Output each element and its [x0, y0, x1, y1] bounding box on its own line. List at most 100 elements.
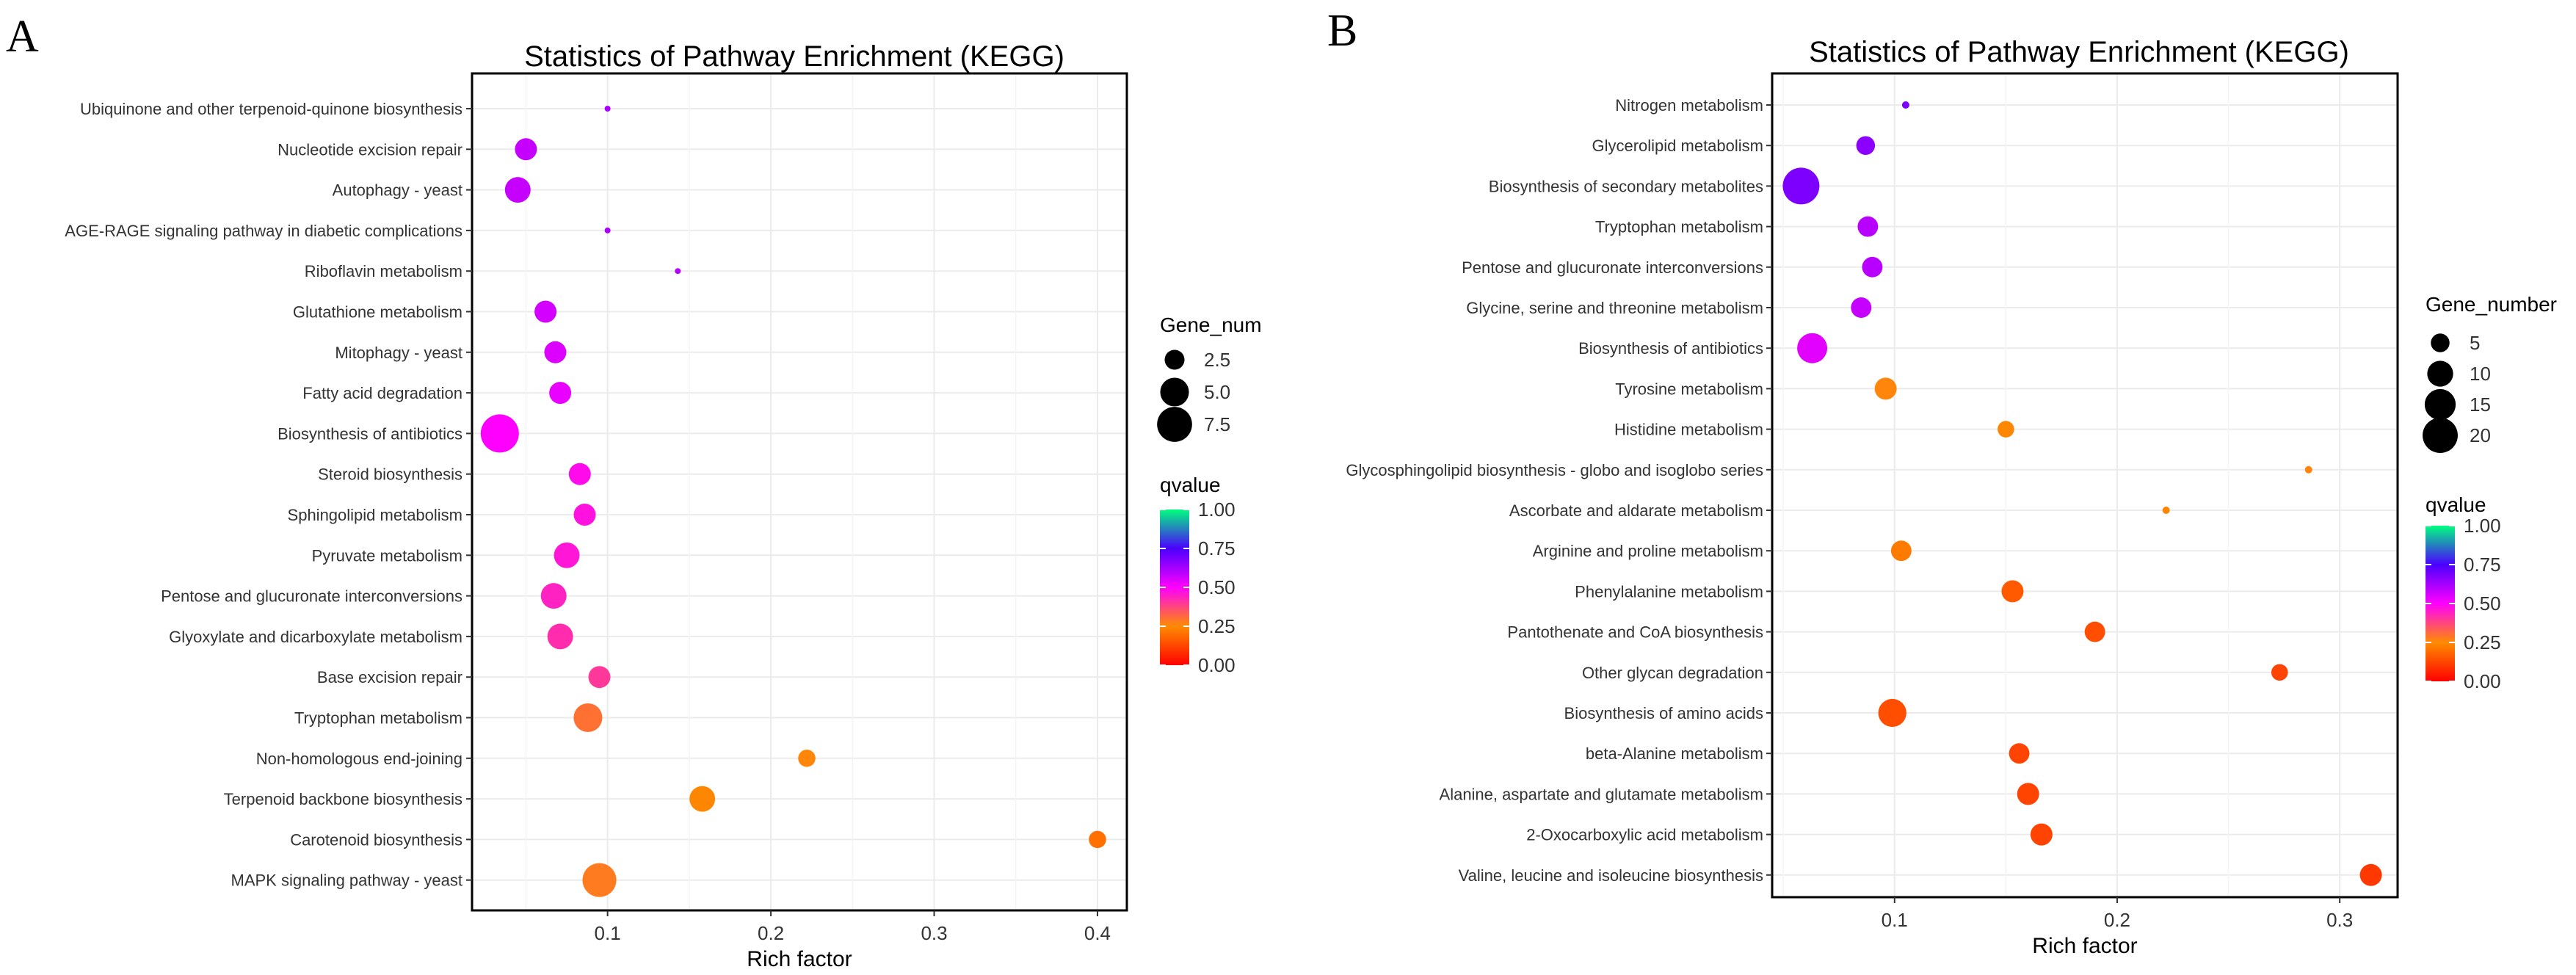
x-axis-label: Rich factor	[2032, 934, 2137, 958]
data-point	[2084, 621, 2105, 642]
y-tick-label: Non-homologous end-joining	[256, 750, 462, 768]
y-tick-label: Glycine, serine and threonine metabolism	[1466, 299, 1763, 317]
y-tick-label: Glycerolipid metabolism	[1592, 137, 1763, 155]
color-legend-label: 0.75	[2464, 554, 2501, 576]
y-tick-label: Ascorbate and aldarate metabolism	[1509, 501, 1763, 520]
data-point	[582, 863, 617, 897]
y-tick-label: Arginine and proline metabolism	[1533, 542, 1763, 560]
data-point	[1782, 167, 1820, 205]
color-legend-title: qvalue	[2426, 493, 2486, 516]
size-legend-label: 15	[2470, 394, 2491, 416]
size-legend-dot	[1164, 349, 1185, 370]
y-tick-label: Pentose and glucuronate interconversions	[161, 587, 462, 606]
data-point	[1089, 830, 1106, 849]
x-tick-label: 0.1	[595, 922, 621, 944]
data-point	[547, 623, 573, 650]
size-legend-dot	[1157, 407, 1192, 442]
y-tick-label: Tryptophan metabolism	[294, 709, 462, 728]
color-legend-label: 0.25	[2464, 631, 2501, 653]
size-legend-dot	[2431, 333, 2450, 352]
data-point	[2162, 507, 2170, 514]
data-point	[604, 227, 611, 233]
data-point	[1851, 297, 1872, 318]
size-legend-label: 5.0	[1204, 381, 1230, 403]
y-tick-label: Ubiquinone and other terpenoid-quinone b…	[80, 100, 462, 118]
data-point	[689, 786, 716, 812]
y-tick-label: Autophagy - yeast	[333, 181, 462, 200]
data-point	[1862, 256, 1883, 278]
x-axis-label: Rich factor	[747, 947, 852, 971]
panel-letter: A	[6, 12, 39, 62]
data-point	[2304, 465, 2312, 474]
color-legend-label: 1.00	[2464, 515, 2501, 537]
data-point	[573, 703, 603, 733]
y-tick-label: 2-Oxocarboxylic acid metabolism	[1526, 826, 1763, 844]
data-point	[1890, 540, 1912, 562]
data-point	[1874, 377, 1897, 400]
y-tick-label: Glycosphingolipid biosynthesis - globo a…	[1346, 461, 1763, 479]
data-point	[2001, 580, 2024, 603]
y-tick-label: Riboflavin metabolism	[305, 262, 462, 280]
chart-panel-a: A Statistics of Pathway Enrichment (KEGG)…	[6, 12, 1262, 971]
chart-title: Statistics of Pathway Enrichment (KEGG)	[524, 40, 1064, 73]
data-point	[2359, 863, 2382, 886]
size-legend-dot	[1160, 377, 1189, 407]
size-legend-dot	[2423, 418, 2458, 453]
x-tick-label: 0.1	[1882, 909, 1908, 931]
y-tick-label: Biosynthesis of antibiotics	[277, 424, 462, 443]
data-point	[515, 138, 537, 161]
y-tick-label: beta-Alanine metabolism	[1586, 744, 1763, 763]
size-legend-dot	[2424, 388, 2456, 421]
size-legend-label: 20	[2470, 424, 2491, 446]
y-tick-label: Alanine, aspartate and glutamate metabol…	[1440, 785, 1763, 803]
y-tick-label: Biosynthesis of antibiotics	[1578, 339, 1763, 358]
panel-letter: B	[1327, 6, 1357, 56]
plot-border	[1771, 72, 2399, 899]
size-legend-label: 2.5	[1204, 349, 1230, 371]
x-tick-label: 0.4	[1084, 922, 1111, 944]
data-point	[2017, 783, 2039, 805]
data-point	[554, 542, 580, 568]
color-legend-label: 0.75	[1198, 537, 1236, 559]
y-tick-label: Valine, leucine and isoleucine biosynthe…	[1459, 866, 1763, 885]
color-legend-label: 0.00	[1198, 654, 1236, 676]
data-point	[604, 106, 611, 112]
data-point	[2271, 664, 2288, 681]
data-point	[1856, 136, 1876, 155]
y-tick-label: Base excision repair	[317, 668, 462, 686]
data-point	[573, 504, 596, 526]
x-tick-label: 0.2	[758, 922, 784, 944]
color-legend-title: qvalue	[1160, 474, 1221, 496]
size-legend-dot	[2427, 360, 2453, 387]
size-legend-title: Gene_number	[2426, 293, 2557, 316]
y-tick-label: Terpenoid backbone biosynthesis	[224, 790, 462, 808]
y-tick-label: MAPK signaling pathway - yeast	[231, 871, 463, 890]
data-point	[588, 666, 611, 689]
y-tick-label: Glutathione metabolism	[293, 303, 462, 322]
data-point	[1878, 698, 1906, 728]
y-tick-label: Fatty acid degradation	[302, 384, 462, 402]
chart-panel-b: B Statistics of Pathway Enrichment (KEGG)…	[1327, 6, 2557, 958]
data-point	[1797, 333, 1828, 363]
data-point	[568, 463, 591, 485]
y-tick-label: Nitrogen metabolism	[1615, 96, 1763, 115]
y-tick-label: Carotenoid biosynthesis	[290, 830, 462, 849]
y-tick-label: Phenylalanine metabolism	[1575, 582, 1763, 601]
size-legend-title: Gene_num	[1160, 313, 1262, 336]
y-tick-label: Pantothenate and CoA biosynthesis	[1507, 623, 1763, 642]
x-tick-label: 0.3	[2326, 909, 2353, 931]
plot-area	[1772, 73, 2398, 897]
y-tick-label: Mitophagy - yeast	[335, 344, 462, 362]
data-point	[2009, 743, 2030, 764]
plot-area	[472, 73, 1127, 910]
y-tick-label: Biosynthesis of amino acids	[1564, 704, 1763, 722]
data-point	[2030, 823, 2053, 846]
y-tick-label: Histidine metabolism	[1614, 421, 1763, 439]
data-point	[544, 341, 567, 363]
data-point	[675, 268, 681, 275]
color-legend-label: 0.50	[1198, 576, 1236, 598]
y-tick-label: Pyruvate metabolism	[312, 546, 462, 565]
data-point	[540, 583, 567, 609]
color-legend-label: 0.00	[2464, 670, 2501, 692]
